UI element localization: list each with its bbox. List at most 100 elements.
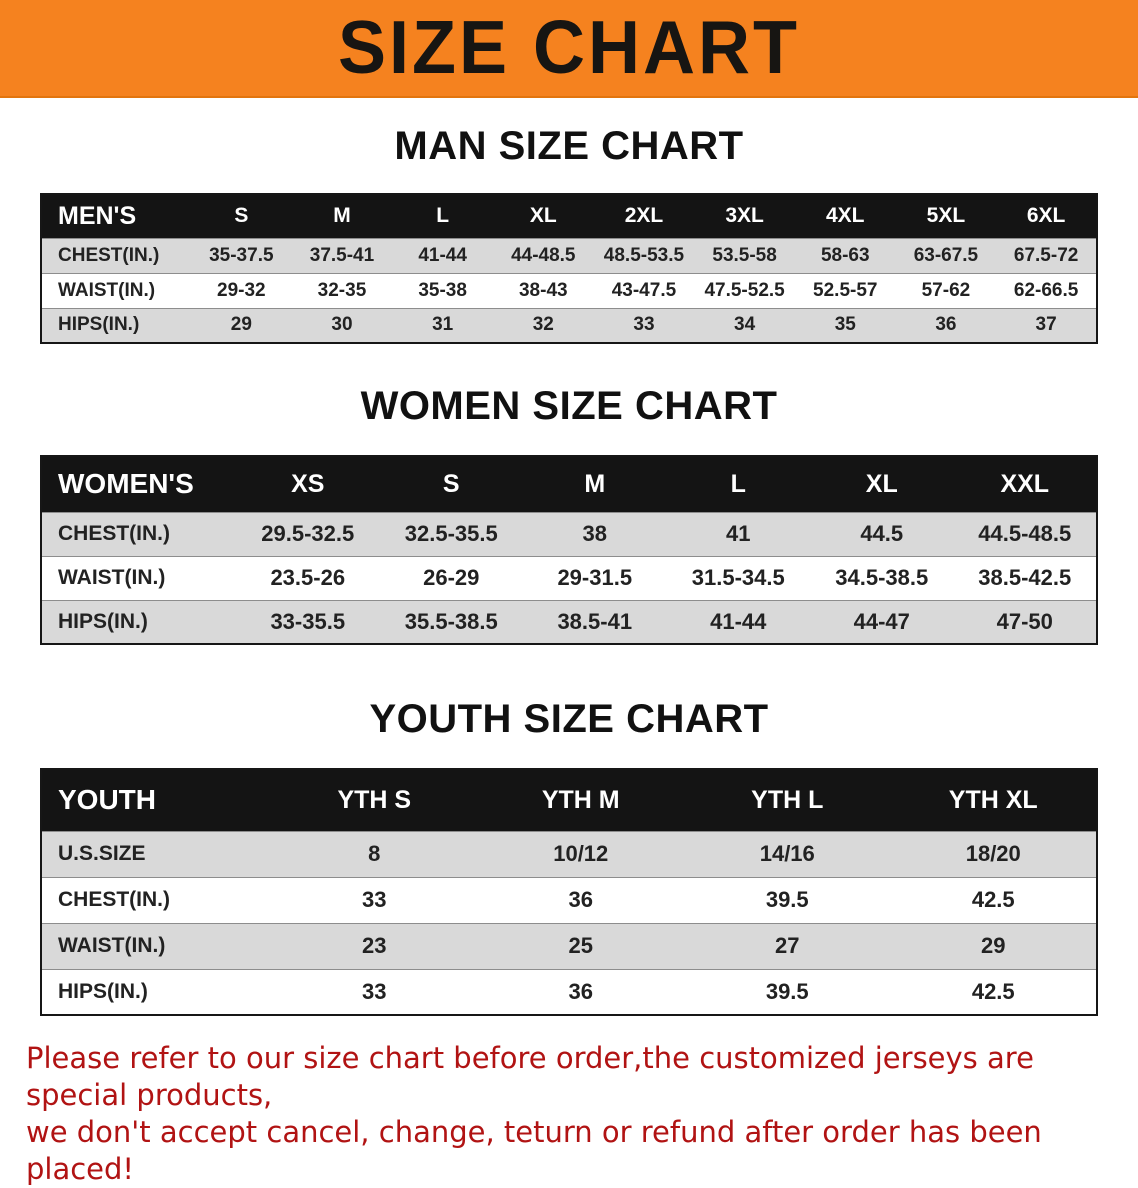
cell-value: 39.5 xyxy=(684,877,891,923)
cell-value: 39.5 xyxy=(684,969,891,1015)
cell-value: 41-44 xyxy=(666,600,810,644)
cell-value: 33-35.5 xyxy=(236,600,380,644)
cell-value: 35-38 xyxy=(392,273,493,308)
table-corner-label: YOUTH xyxy=(41,769,271,831)
cell-value: 58-63 xyxy=(794,238,896,273)
row-label: CHEST(IN.) xyxy=(41,512,236,556)
cell-value: 23 xyxy=(271,923,478,969)
table-corner-label: WOMEN'S xyxy=(41,456,236,512)
row-label: HIPS(IN.) xyxy=(41,969,271,1015)
cell-value: 34 xyxy=(694,308,795,343)
cell-value: 32-35 xyxy=(291,273,393,308)
cell-value: 25 xyxy=(477,923,684,969)
column-header: S xyxy=(191,194,292,238)
women-size-table: WOMEN'S XS S M L XL XXL CHEST(IN.) 29.5-32.5 32.5… xyxy=(40,455,1098,645)
cell-value: 14/16 xyxy=(684,831,891,877)
cell-value: 47-50 xyxy=(953,600,1097,644)
men-section-heading: MAN SIZE CHART xyxy=(394,124,744,168)
cell-value: 29 xyxy=(191,308,292,343)
row-label: U.S.SIZE xyxy=(41,831,271,877)
cell-value: 32 xyxy=(492,308,594,343)
table-row: HIPS(IN.) 29 30 31 32 33 34 35 36 37 xyxy=(41,308,1097,343)
column-header: M xyxy=(523,456,667,512)
women-size-section: WOMEN SIZE CHART WOMEN'S XS S M L XL XXL CHEST(… xyxy=(0,384,1138,645)
column-header: XXL xyxy=(953,456,1097,512)
cell-value: 8 xyxy=(271,831,478,877)
row-label: CHEST(IN.) xyxy=(41,238,191,273)
column-header: M xyxy=(291,194,393,238)
cell-value: 18/20 xyxy=(890,831,1097,877)
column-header: L xyxy=(392,194,493,238)
cell-value: 43-47.5 xyxy=(593,273,695,308)
cell-value: 57-62 xyxy=(895,273,997,308)
table-row: CHEST(IN.) 35-37.5 37.5-41 41-44 44-48.5 48.5… xyxy=(41,238,1097,273)
cell-value: 36 xyxy=(477,877,684,923)
cell-value: 38-43 xyxy=(492,273,594,308)
disclaimer-line-2: we don't accept cancel, change, teturn o… xyxy=(26,1115,1042,1187)
cell-value: 63-67.5 xyxy=(895,238,997,273)
cell-value: 33 xyxy=(271,877,478,923)
table-corner-label: MEN'S xyxy=(41,194,191,238)
cell-value: 33 xyxy=(271,969,478,1015)
cell-value: 52.5-57 xyxy=(794,273,896,308)
column-header: YTH M xyxy=(477,769,684,831)
cell-value: 29 xyxy=(890,923,1097,969)
column-header: 2XL xyxy=(593,194,695,238)
cell-value: 10/12 xyxy=(477,831,684,877)
cell-value: 27 xyxy=(684,923,891,969)
table-row: WAIST(IN.) 23.5-26 26-29 29-31.5 31.5-34.5 34… xyxy=(41,556,1097,600)
banner: SIZE CHART xyxy=(0,0,1138,98)
youth-size-section: YOUTH SIZE CHART YOUTH YTH S YTH M YTH L YTH… xyxy=(0,697,1138,1016)
cell-value: 35 xyxy=(794,308,896,343)
table-row: HIPS(IN.) 33-35.5 35.5-38.5 38.5-41 41-44 44-… xyxy=(41,600,1097,644)
cell-value: 32.5-35.5 xyxy=(379,512,523,556)
column-header: XL xyxy=(492,194,594,238)
cell-value: 26-29 xyxy=(379,556,523,600)
cell-value: 38 xyxy=(523,512,667,556)
row-label: WAIST(IN.) xyxy=(41,923,271,969)
cell-value: 33 xyxy=(593,308,695,343)
column-header: YTH L xyxy=(684,769,891,831)
column-header: 4XL xyxy=(794,194,896,238)
cell-value: 42.5 xyxy=(890,877,1097,923)
cell-value: 35.5-38.5 xyxy=(379,600,523,644)
row-label: HIPS(IN.) xyxy=(41,308,191,343)
cell-value: 53.5-58 xyxy=(694,238,795,273)
column-header: YTH S xyxy=(271,769,478,831)
cell-value: 36 xyxy=(477,969,684,1015)
table-header-row: WOMEN'S XS S M L XL XXL xyxy=(41,456,1097,512)
cell-value: 62-66.5 xyxy=(996,273,1097,308)
cell-value: 23.5-26 xyxy=(236,556,380,600)
cell-value: 44.5 xyxy=(810,512,954,556)
column-header: S xyxy=(379,456,523,512)
table-header-row: MEN'S S M L XL 2XL 3XL 4XL 5XL 6XL xyxy=(41,194,1097,238)
page-title: SIZE CHART xyxy=(338,6,800,90)
table-row: CHEST(IN.) 29.5-32.5 32.5-35.5 38 41 44.5 44.5… xyxy=(41,512,1097,556)
cell-value: 42.5 xyxy=(890,969,1097,1015)
column-header: XS xyxy=(236,456,380,512)
cell-value: 38.5-42.5 xyxy=(953,556,1097,600)
column-header: 3XL xyxy=(694,194,795,238)
column-header: YTH XL xyxy=(890,769,1097,831)
cell-value: 30 xyxy=(291,308,393,343)
row-label: WAIST(IN.) xyxy=(41,273,191,308)
cell-value: 44.5-48.5 xyxy=(953,512,1097,556)
cell-value: 35-37.5 xyxy=(191,238,292,273)
cell-value: 31.5-34.5 xyxy=(666,556,810,600)
cell-value: 34.5-38.5 xyxy=(810,556,954,600)
column-header: 6XL xyxy=(996,194,1097,238)
cell-value: 36 xyxy=(895,308,997,343)
cell-value: 41-44 xyxy=(392,238,493,273)
cell-value: 44-47 xyxy=(810,600,954,644)
row-label: WAIST(IN.) xyxy=(41,556,236,600)
table-row: WAIST(IN.) 23 25 27 29 xyxy=(41,923,1097,969)
cell-value: 29-31.5 xyxy=(523,556,667,600)
cell-value: 67.5-72 xyxy=(996,238,1097,273)
table-row: WAIST(IN.) 29-32 32-35 35-38 38-43 43-47.5 47.… xyxy=(41,273,1097,308)
table-header-row: YOUTH YTH S YTH M YTH L YTH XL xyxy=(41,769,1097,831)
table-row: U.S.SIZE 8 10/12 14/16 18/20 xyxy=(41,831,1097,877)
cell-value: 37.5-41 xyxy=(291,238,393,273)
column-header: 5XL xyxy=(895,194,997,238)
cell-value: 48.5-53.5 xyxy=(593,238,695,273)
table-row: HIPS(IN.) 33 36 39.5 42.5 xyxy=(41,969,1097,1015)
